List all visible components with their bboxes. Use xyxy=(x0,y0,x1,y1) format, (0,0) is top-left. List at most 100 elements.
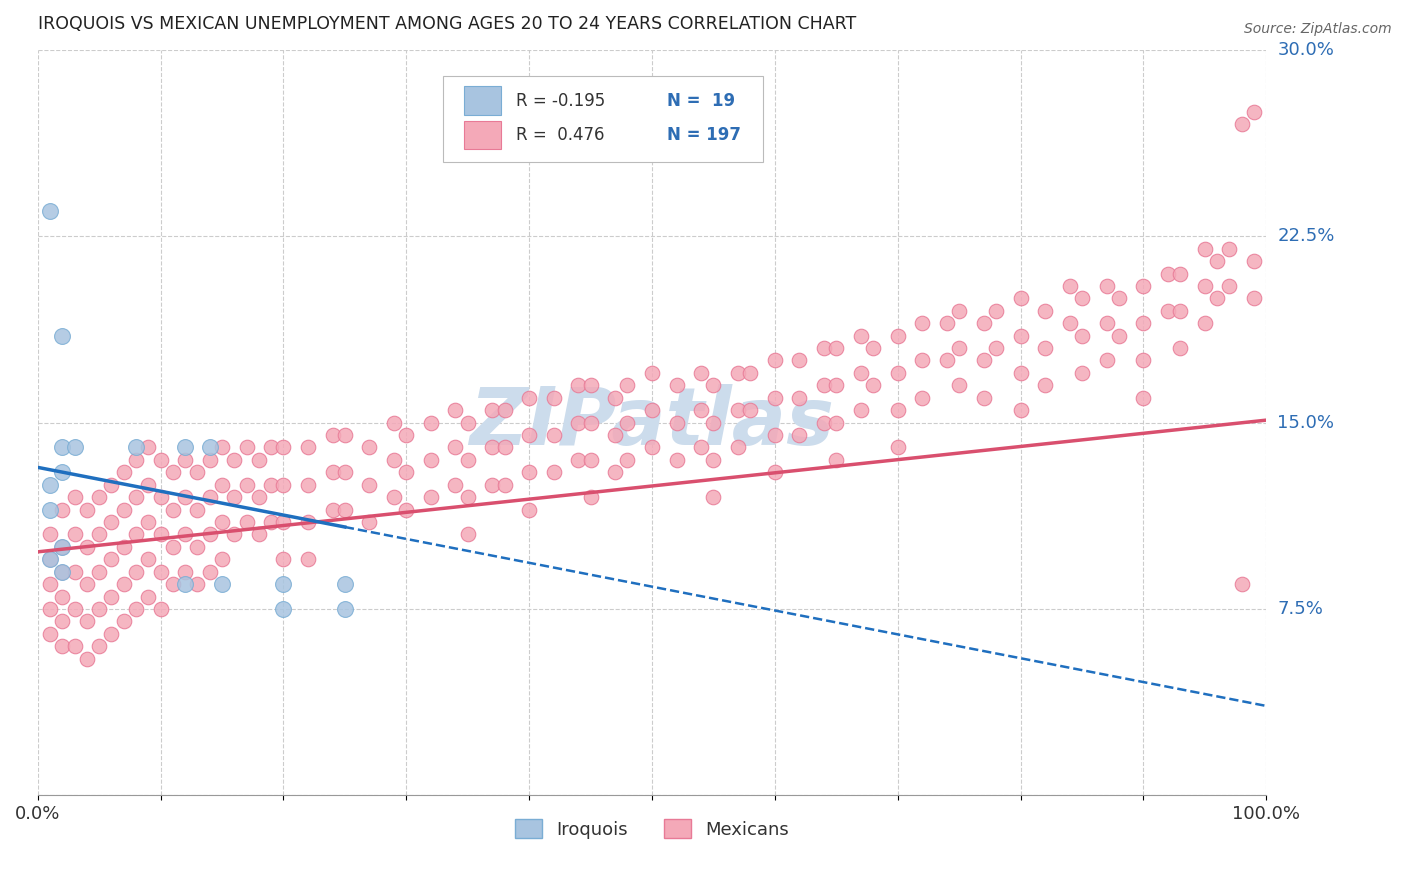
Text: ZIPatlas: ZIPatlas xyxy=(470,384,835,462)
Point xyxy=(1108,291,1130,305)
Point xyxy=(690,403,713,417)
Point xyxy=(198,441,221,455)
Point xyxy=(174,577,197,591)
Point xyxy=(359,515,381,529)
Point xyxy=(125,490,148,504)
Point xyxy=(39,502,62,516)
Point xyxy=(174,441,197,455)
Point xyxy=(198,527,221,541)
Point xyxy=(1132,279,1154,293)
Point xyxy=(494,403,516,417)
Point xyxy=(481,477,503,491)
Point xyxy=(63,490,86,504)
Point xyxy=(51,565,73,579)
Point xyxy=(136,477,159,491)
Point xyxy=(51,540,73,554)
Point xyxy=(886,441,908,455)
Point xyxy=(273,552,295,566)
Point xyxy=(63,441,86,455)
Point xyxy=(690,441,713,455)
Point xyxy=(112,466,135,480)
Point xyxy=(112,502,135,516)
Point xyxy=(948,341,970,355)
Point xyxy=(51,565,73,579)
Point xyxy=(235,441,257,455)
Text: 30.0%: 30.0% xyxy=(1278,41,1334,59)
Point xyxy=(419,453,441,467)
Point xyxy=(39,627,62,641)
Point xyxy=(665,378,688,392)
Point xyxy=(149,453,172,467)
Point xyxy=(1033,341,1056,355)
Point xyxy=(1230,117,1253,131)
Point xyxy=(51,615,73,629)
Point xyxy=(198,565,221,579)
Point xyxy=(1010,328,1032,343)
Point xyxy=(198,453,221,467)
Point xyxy=(174,490,197,504)
Point xyxy=(39,552,62,566)
Point xyxy=(63,640,86,654)
Point xyxy=(419,416,441,430)
Point xyxy=(1095,279,1118,293)
Point xyxy=(273,577,295,591)
Point xyxy=(186,502,208,516)
Point xyxy=(911,353,934,368)
Point xyxy=(39,477,62,491)
Point xyxy=(39,527,62,541)
FancyBboxPatch shape xyxy=(464,87,501,115)
Point xyxy=(973,391,995,405)
Point xyxy=(1095,316,1118,330)
Point xyxy=(665,453,688,467)
Point xyxy=(39,577,62,591)
Point xyxy=(457,416,479,430)
Point xyxy=(825,378,848,392)
Point xyxy=(517,428,540,442)
Point xyxy=(702,490,724,504)
Point xyxy=(235,515,257,529)
Point xyxy=(543,391,565,405)
Point xyxy=(579,453,602,467)
Point xyxy=(273,441,295,455)
Point xyxy=(702,378,724,392)
Point xyxy=(125,441,148,455)
Point xyxy=(162,466,184,480)
Point xyxy=(76,540,98,554)
Point xyxy=(39,552,62,566)
Point xyxy=(322,466,344,480)
Point xyxy=(51,441,73,455)
Point xyxy=(641,403,664,417)
Point xyxy=(911,391,934,405)
Point xyxy=(825,453,848,467)
Point xyxy=(51,502,73,516)
Point xyxy=(395,466,418,480)
Point xyxy=(76,577,98,591)
Point xyxy=(517,502,540,516)
Point xyxy=(322,502,344,516)
Point xyxy=(740,403,762,417)
Point xyxy=(174,565,197,579)
Point xyxy=(763,466,786,480)
Point xyxy=(641,366,664,380)
Point xyxy=(247,527,270,541)
Point xyxy=(395,428,418,442)
Point xyxy=(973,353,995,368)
Point xyxy=(136,515,159,529)
Point xyxy=(603,391,626,405)
Point xyxy=(174,527,197,541)
Point xyxy=(1218,279,1240,293)
Point xyxy=(444,477,467,491)
Point xyxy=(813,416,835,430)
Point xyxy=(359,477,381,491)
Point xyxy=(260,515,283,529)
Point xyxy=(1168,303,1191,318)
Point xyxy=(247,490,270,504)
Point xyxy=(825,341,848,355)
Point xyxy=(579,378,602,392)
Point xyxy=(1095,353,1118,368)
Point xyxy=(198,490,221,504)
Point xyxy=(260,477,283,491)
Point xyxy=(727,403,749,417)
Point xyxy=(149,490,172,504)
Point xyxy=(1071,291,1094,305)
